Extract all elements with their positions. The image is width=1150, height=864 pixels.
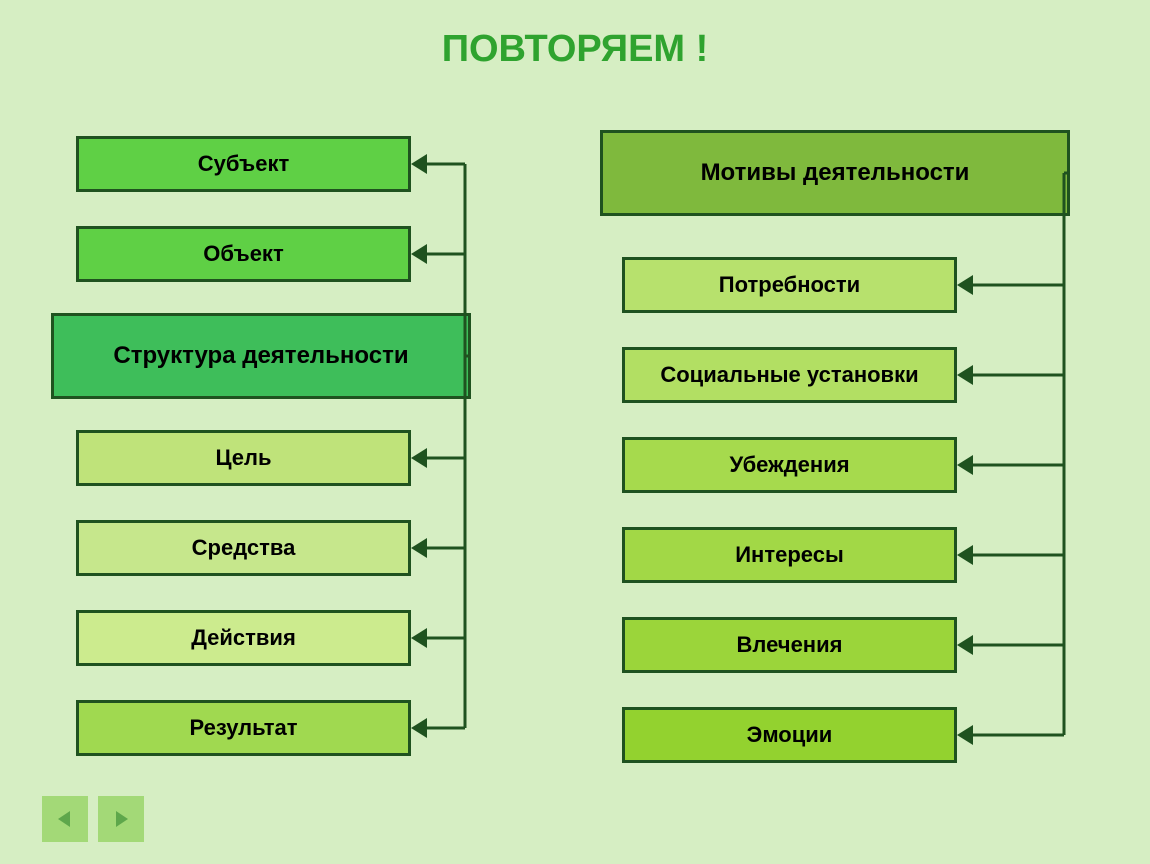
- right-item-0-label: Потребности: [719, 272, 860, 298]
- right-item-5: Эмоции: [622, 707, 957, 763]
- left-top-0: Субъект: [76, 136, 411, 192]
- right-item-3: Интересы: [622, 527, 957, 583]
- right-item-1: Социальные установки: [622, 347, 957, 403]
- right-item-0: Потребности: [622, 257, 957, 313]
- right-item-5-label: Эмоции: [747, 722, 833, 748]
- right-item-4-label: Влечения: [737, 632, 843, 658]
- left-bottom-3: Результат: [76, 700, 411, 756]
- arrow-right-icon: [110, 808, 132, 830]
- left-top-1: Объект: [76, 226, 411, 282]
- nav-forward-button[interactable]: [98, 796, 144, 842]
- right-item-3-label: Интересы: [735, 542, 844, 568]
- left-central-label: Структура деятельности: [113, 342, 408, 370]
- right-central: Мотивы деятельности: [600, 130, 1070, 216]
- right-item-2: Убеждения: [622, 437, 957, 493]
- left-bottom-0: Цель: [76, 430, 411, 486]
- left-top-0-label: Субъект: [198, 151, 289, 177]
- left-bottom-1: Средства: [76, 520, 411, 576]
- nav-buttons: [42, 796, 144, 842]
- title-text: ПОВТОРЯЕМ !: [442, 28, 709, 70]
- nav-back-button[interactable]: [42, 796, 88, 842]
- page-title: ПОВТОРЯЕМ !: [442, 28, 709, 71]
- left-bottom-2-label: Действия: [191, 625, 296, 651]
- right-central-label: Мотивы деятельности: [701, 159, 970, 187]
- left-central: Структура деятельности: [51, 313, 471, 399]
- right-item-1-label: Социальные установки: [660, 362, 918, 388]
- left-bottom-0-label: Цель: [215, 445, 271, 471]
- left-bottom-2: Действия: [76, 610, 411, 666]
- right-item-2-label: Убеждения: [729, 452, 849, 478]
- left-bottom-1-label: Средства: [192, 535, 296, 561]
- left-bottom-3-label: Результат: [189, 715, 297, 741]
- right-item-4: Влечения: [622, 617, 957, 673]
- left-top-1-label: Объект: [203, 241, 283, 267]
- arrow-left-icon: [54, 808, 76, 830]
